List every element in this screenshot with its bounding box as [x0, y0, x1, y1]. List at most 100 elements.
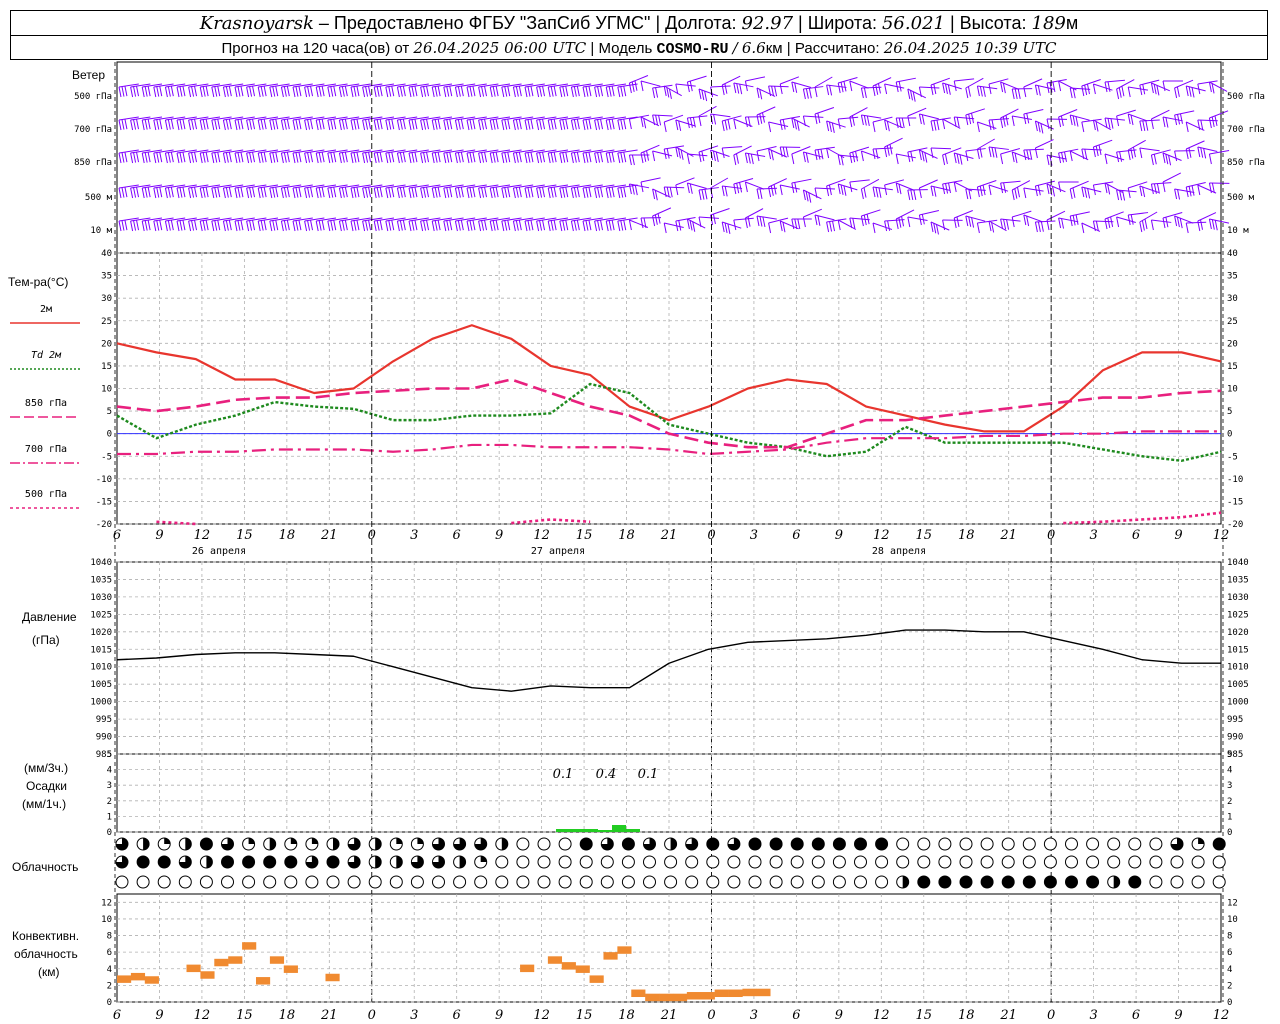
x-hour-bottom-17: 9	[835, 1008, 843, 1023]
conv-bar-10	[255, 977, 271, 985]
precip-tick-right-1: 4	[1227, 766, 1232, 776]
model-resolution-unit: км	[765, 40, 783, 57]
temp-tick-left-3: 25	[101, 317, 112, 327]
temp-tick-right-12: -20	[1227, 520, 1243, 530]
precip-bar-1	[598, 830, 612, 832]
x-hour-top-3: 15	[236, 528, 253, 543]
conv-ylabel-3: (км)	[38, 965, 60, 979]
precip-unit-3h: (мм/3ч.)	[24, 761, 68, 775]
conv-tick-right-5: 2	[1227, 981, 1232, 991]
temp-series-4-seg-3	[1063, 511, 1222, 525]
conv-bar-8	[228, 956, 243, 964]
precip-annotation-2: 0.1	[638, 767, 659, 782]
wind-level-right-1: 700 гПа	[1227, 125, 1265, 135]
x-hour-bottom-12: 18	[618, 1008, 635, 1023]
temp-tick-right-8: 0	[1227, 430, 1232, 440]
conv-tick-right-6: 0	[1227, 998, 1232, 1008]
x-hour-top-13: 21	[660, 528, 678, 543]
wind-level-right-3: 500 м	[1227, 193, 1255, 203]
precip-tick-left-3: 2	[107, 797, 112, 807]
x-hour-top-18: 12	[873, 528, 890, 543]
temp-tick-left-0: 40	[101, 249, 112, 259]
press-tick-left-10: 990	[96, 733, 112, 743]
conv-tick-right-3: 6	[1227, 948, 1232, 958]
temperature-ylabel: Тем-ра(°C)	[8, 275, 68, 289]
press-tick-right-7: 1005	[1227, 680, 1249, 690]
wind-barbs	[118, 75, 1230, 235]
x-hour-top-5: 21	[320, 528, 338, 543]
x-hour-bottom-21: 21	[999, 1008, 1017, 1023]
x-hour-bottom-5: 21	[320, 1008, 338, 1023]
temp-tick-left-8: 0	[107, 430, 112, 440]
model-separator: /	[732, 39, 738, 57]
conv-tick-right-2: 8	[1227, 932, 1232, 942]
x-hour-bottom-20: 18	[958, 1008, 975, 1023]
precip-bar-0	[556, 829, 598, 832]
x-day-2: 28 апреля	[872, 546, 926, 557]
temp-tick-left-10: -10	[96, 475, 112, 485]
x-hour-bottom-0: 6	[113, 1008, 121, 1023]
conv-tick-left-4: 4	[107, 965, 112, 975]
x-hour-top-7: 3	[410, 528, 418, 543]
wind-level-right-2: 850 гПа	[1227, 158, 1265, 168]
temp-tick-left-4: 20	[101, 339, 112, 349]
x-hour-top-1: 9	[155, 528, 163, 543]
precip-annotation-1: 0.4	[596, 767, 617, 782]
x-hour-top-10: 12	[533, 528, 550, 543]
cloud-ylabel: Облачность	[12, 860, 78, 874]
x-hour-top-19: 15	[915, 528, 932, 543]
temp-series-4-seg-1	[511, 518, 591, 525]
x-hour-top-20: 18	[958, 528, 975, 543]
x-hour-bottom-7: 3	[410, 1008, 418, 1023]
x-day-1: 27 апреля	[531, 546, 585, 557]
wind-level-left-3: 500 м	[85, 193, 113, 203]
press-tick-left-1: 1035	[90, 575, 112, 585]
conv-bar-12	[283, 965, 298, 973]
x-hour-top-4: 18	[279, 528, 296, 543]
forecast-label: Прогноз на 120 часа(ов) от	[221, 40, 410, 57]
conv-bar-29	[520, 964, 535, 973]
conv-bar-1	[130, 972, 146, 981]
conv-bar-46	[756, 988, 771, 997]
latitude-value: 56.021	[881, 13, 945, 34]
conv-tick-left-5: 2	[107, 981, 112, 991]
temp-tick-right-9: -5	[1227, 452, 1238, 462]
x-hour-bottom-25: 9	[1174, 1008, 1182, 1023]
cloud-symbols	[115, 837, 1226, 889]
conv-tick-right-1: 10	[1227, 915, 1238, 925]
x-hour-top-9: 9	[495, 528, 503, 543]
temp-tick-right-0: 40	[1227, 249, 1238, 259]
temp-tick-left-2: 30	[101, 294, 112, 304]
temp-tick-left-12: -20	[96, 520, 112, 530]
x-hour-bottom-15: 3	[750, 1008, 758, 1023]
temp-series-2-seg-0	[116, 378, 1222, 449]
legend-label-4: 500 гПа	[25, 489, 67, 500]
x-hour-bottom-4: 18	[279, 1008, 296, 1023]
wind-title: Ветер	[72, 68, 105, 82]
press-tick-left-7: 1005	[90, 680, 112, 690]
conv-bar-31	[547, 956, 563, 964]
x-hour-bottom-6: 0	[368, 1008, 376, 1023]
temp-tick-left-1: 35	[101, 272, 112, 282]
precip-tick-left-4: 1	[107, 812, 112, 822]
model-label: | Модель	[590, 40, 653, 57]
precip-tick-right-2: 3	[1227, 781, 1232, 791]
pressure-ylabel: Давление	[22, 610, 77, 624]
legend-label-3: 700 гПа	[25, 444, 67, 455]
press-tick-right-9: 995	[1227, 715, 1243, 725]
conv-tick-left-3: 6	[107, 948, 112, 958]
longitude-value: 92.97	[741, 13, 794, 34]
conv-bar-42	[700, 992, 715, 1000]
precip-tick-right-5: 0	[1227, 828, 1232, 838]
conv-ylabel-2: облачность	[14, 947, 78, 961]
conv-bar-6	[200, 971, 215, 979]
press-tick-left-11: 985	[96, 750, 112, 760]
wind-level-left-1: 700 гПа	[74, 125, 112, 135]
temp-tick-right-10: -10	[1227, 475, 1243, 485]
press-tick-left-3: 1025	[90, 610, 112, 620]
conv-bar-9	[242, 942, 257, 950]
precip-tick-right-3: 2	[1227, 797, 1232, 807]
model-resolution: 6.6	[741, 39, 766, 57]
x-hour-bottom-23: 3	[1089, 1008, 1097, 1023]
